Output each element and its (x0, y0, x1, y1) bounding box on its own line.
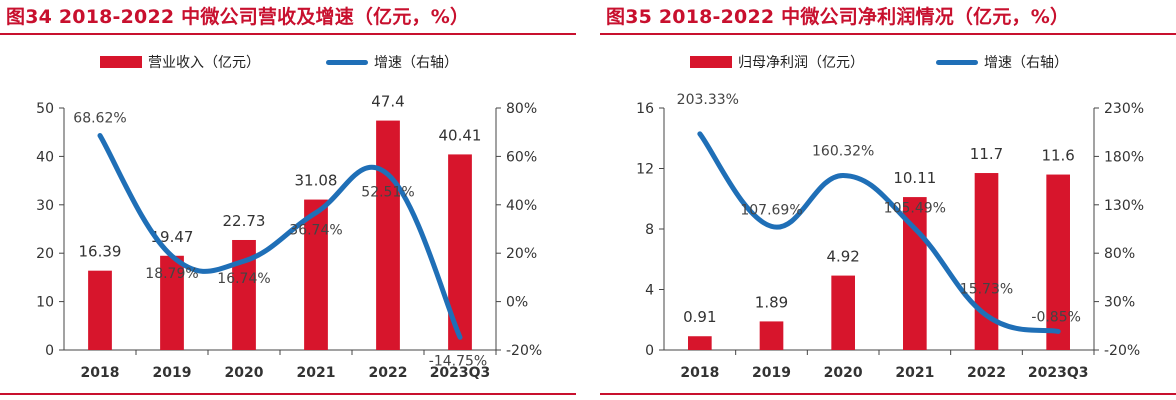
legend-item-line: 增速（右轴） (936, 52, 1068, 72)
profit-chart-panel: 图35 2018-2022 中微公司净利润情况（亿元，%） 归母净利润（亿元） … (600, 0, 1176, 400)
x-axis-category-label: 2021 (895, 365, 934, 381)
legend-line-label: 增速（右轴） (984, 55, 1068, 71)
growth-line (97, 133, 463, 340)
left-axis-tick-label: 10 (36, 295, 54, 311)
growth-value-label: 36.74% (289, 223, 342, 239)
right-axis-tick-label: 60% (506, 149, 537, 165)
bar (688, 336, 712, 350)
chart-legend: 营业收入（亿元） 增速（右轴） (0, 52, 576, 78)
bar (88, 270, 112, 350)
left-axis-tick-label: 16 (636, 101, 654, 117)
right-axis-tick-label: 180% (1104, 149, 1144, 165)
title-divider (0, 33, 576, 35)
x-axis-category-label: 2019 (153, 365, 192, 381)
x-axis-category-label: 2022 (369, 365, 408, 381)
x-axis-category-label: 2020 (225, 365, 264, 381)
left-axis-tick-label: 40 (36, 149, 54, 165)
left-axis-tick-label: 50 (36, 101, 54, 117)
right-axis-tick-label: 30% (1104, 295, 1135, 311)
bar-value-label: 10.11 (893, 169, 936, 187)
bar-value-label: 0.91 (683, 308, 716, 326)
growth-value-label: 16.74% (217, 271, 270, 287)
bar (232, 239, 256, 350)
bottom-divider (600, 393, 1176, 395)
bar-value-label: 47.4 (371, 93, 404, 111)
growth-value-label: 105.49% (884, 201, 946, 217)
chart-title: 图35 2018-2022 中微公司净利润情况（亿元，%） (606, 6, 1070, 28)
bar (831, 275, 855, 350)
growth-value-label: 160.32% (812, 143, 874, 159)
growth-value-label: 52.51% (361, 185, 414, 201)
bar-value-label: 1.89 (755, 293, 788, 311)
x-axis-category-label: 2018 (81, 365, 120, 381)
growth-value-label: 18.79% (145, 266, 198, 282)
right-axis-tick-label: 230% (1104, 101, 1144, 117)
bar (448, 154, 472, 350)
bar (376, 120, 400, 350)
right-axis-tick-label: -20% (506, 343, 542, 359)
bottom-divider (0, 393, 576, 395)
legend-item-line: 增速（右轴） (326, 52, 458, 72)
bar (304, 199, 328, 350)
growth-value-label: 107.69% (740, 202, 802, 218)
legend-bar-swatch (690, 56, 732, 68)
chart-legend: 归母净利润（亿元） 增速（右轴） (600, 52, 1176, 78)
bar-value-label: 31.08 (295, 172, 338, 190)
profit-chart: 0 4 8 12 16 -20% 30% 80% 130% 180% 230% 2018 2019 202… (636, 92, 1144, 381)
bar-value-label: 11.7 (970, 145, 1003, 163)
legend-bar-swatch (100, 56, 142, 68)
left-axis-tick-label: 20 (36, 246, 54, 262)
right-axis-tick-label: 0% (506, 295, 528, 311)
right-axis-tick-label: 80% (506, 101, 537, 117)
left-axis-tick-label: 0 (645, 343, 654, 359)
x-axis-category-label: 2018 (680, 365, 719, 381)
growth-value-label: 15.73% (960, 281, 1013, 297)
right-axis-tick-label: 130% (1104, 198, 1144, 214)
growth-value-label: 203.33% (677, 92, 739, 108)
legend-item-bar: 归母净利润（亿元） (690, 52, 864, 72)
right-axis-tick-label: 80% (1104, 246, 1135, 262)
bar (974, 173, 999, 350)
growth-value-label: -0.85% (1031, 309, 1081, 325)
growth-value-label: 68.62% (73, 111, 126, 127)
growth-line (697, 131, 1061, 334)
x-axis-category-label: 2023Q3 (1028, 365, 1089, 381)
revenue-chart-panel: 图34 2018-2022 中微公司营收及增速（亿元，%） 营业收入（亿元） 增… (0, 0, 576, 400)
bar (759, 321, 784, 350)
growth-value-label: -14.75% (429, 353, 487, 369)
left-axis-tick-label: 4 (645, 283, 654, 299)
right-axis-tick-label: 40% (506, 198, 537, 214)
legend-bar-label: 归母净利润（亿元） (738, 55, 864, 71)
left-axis-tick-label: 8 (645, 222, 654, 238)
bar-value-label: 11.6 (1041, 147, 1074, 165)
x-axis-category-label: 2022 (967, 365, 1006, 381)
legend-line-swatch (936, 59, 978, 65)
bar-value-label: 16.39 (79, 243, 122, 261)
legend-line-label: 增速（右轴） (374, 55, 458, 71)
x-axis-category-label: 2020 (824, 365, 863, 381)
right-axis-tick-label: 20% (506, 246, 537, 262)
title-divider (600, 33, 1176, 35)
bar-value-label: 22.73 (223, 212, 266, 230)
chart-title: 图34 2018-2022 中微公司营收及增速（亿元，%） (6, 6, 470, 28)
bar (1046, 174, 1070, 350)
left-axis-tick-label: 0 (45, 343, 54, 359)
x-axis-category-label: 2019 (752, 365, 791, 381)
revenue-chart: 0 10 20 30 40 50 -20% 0% 20% 40% 60% 80% 2018 2019 202… (36, 93, 542, 381)
bar-value-label: 4.92 (826, 248, 859, 266)
legend-item-bar: 营业收入（亿元） (100, 52, 260, 72)
left-axis-tick-label: 12 (636, 162, 654, 178)
right-axis-tick-label: -20% (1104, 343, 1140, 359)
bar (160, 255, 184, 350)
bar-value-label: 40.41 (439, 126, 482, 144)
legend-line-swatch (326, 59, 368, 65)
legend-bar-label: 营业收入（亿元） (148, 55, 260, 71)
x-axis-category-label: 2021 (297, 365, 336, 381)
x-axis-category-label: 2023Q3 (430, 365, 491, 381)
left-axis-tick-label: 30 (36, 198, 54, 214)
